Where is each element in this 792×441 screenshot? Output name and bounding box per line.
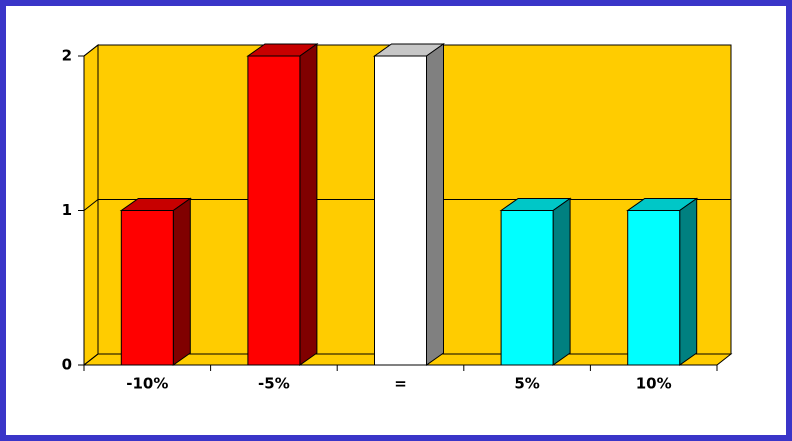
bar (374, 55, 427, 366)
bar-side (679, 197, 698, 366)
bar-side (299, 43, 318, 366)
bar (500, 210, 554, 366)
bar (627, 210, 681, 366)
grid-line (83, 44, 731, 57)
x-tick-label: = (394, 375, 407, 393)
x-tick-label: -10% (126, 375, 168, 393)
bar-side (172, 197, 191, 366)
bar (247, 55, 301, 366)
x-tick-label: -5% (258, 375, 290, 393)
bar (120, 210, 174, 366)
bar-side (552, 197, 571, 366)
x-tick-label: 10% (636, 375, 672, 393)
y-tick-label: 0 (62, 356, 72, 374)
y-tick-label: 1 (62, 201, 72, 219)
bar-side (426, 43, 444, 366)
x-tick-label: 5% (514, 375, 539, 393)
y-tick-label: 2 (62, 47, 72, 65)
